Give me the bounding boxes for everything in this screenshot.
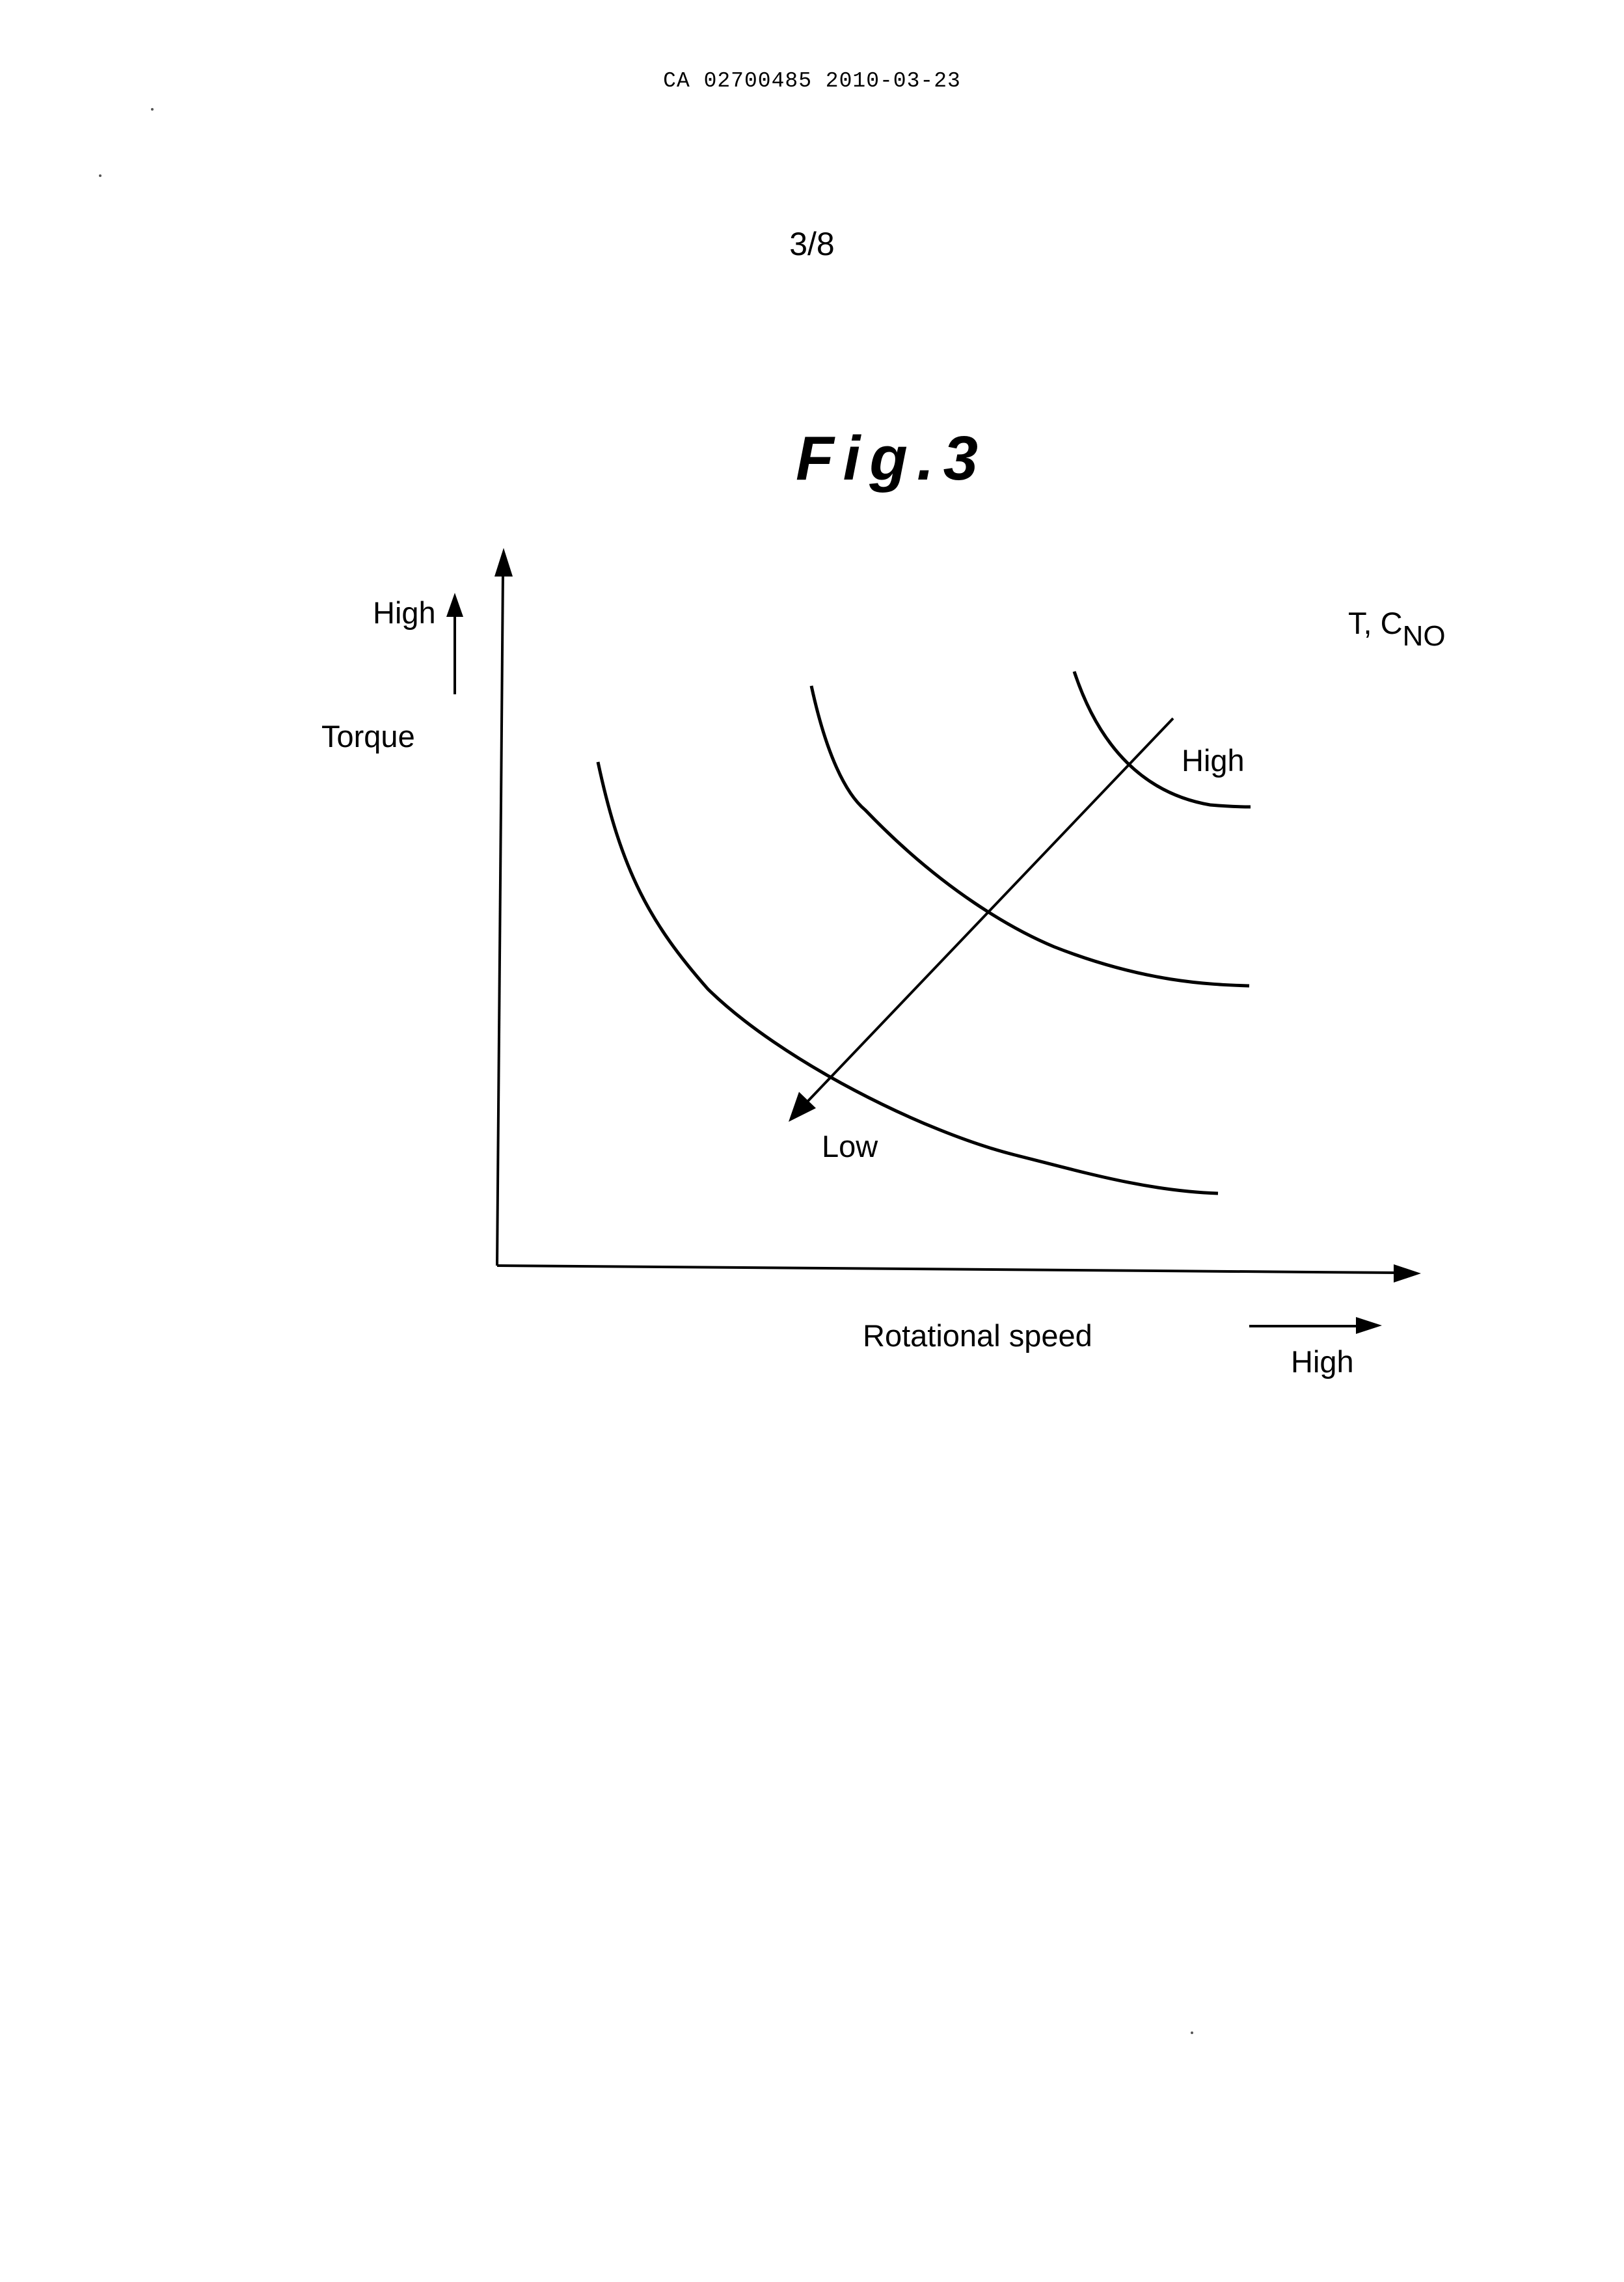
series-parameter-symbol: T, C	[1348, 606, 1403, 640]
series-parameter-label: T, CNO	[1348, 606, 1446, 652]
iso-curve-middle	[811, 686, 1249, 986]
x-axis-line	[497, 1266, 1399, 1273]
x-axis-label: Rotational speed	[863, 1318, 1092, 1353]
x-axis-high-label: High	[1291, 1344, 1354, 1379]
x-high-arrowhead	[1356, 1317, 1382, 1334]
iso-curve-high	[1074, 672, 1251, 807]
y-axis-arrowhead	[494, 548, 513, 577]
series-parameter-subscript: NO	[1403, 620, 1446, 652]
diagonal-arrow-shaft	[807, 718, 1173, 1102]
y-axis-line	[497, 573, 503, 1266]
iso-curve-low	[598, 762, 1218, 1193]
x-axis-arrowhead	[1394, 1264, 1421, 1283]
y-high-arrowhead	[446, 593, 463, 617]
y-axis-label: Torque	[321, 719, 415, 754]
y-axis-high-label: High	[373, 595, 436, 630]
diagonal-high-label: High	[1182, 743, 1245, 778]
diagonal-low-label: Low	[822, 1129, 878, 1163]
